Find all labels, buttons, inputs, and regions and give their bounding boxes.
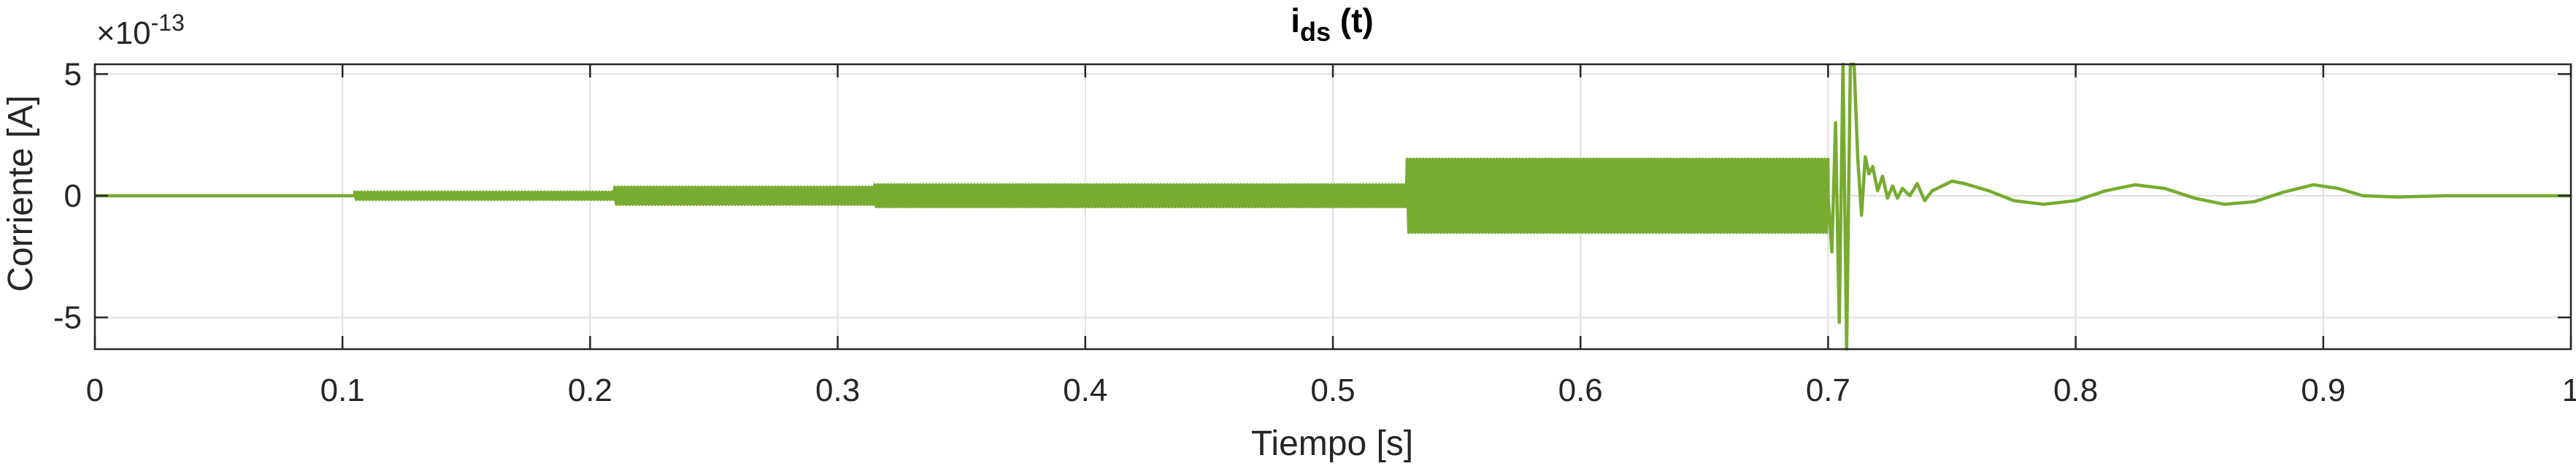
y-axis-label: Corriente [A] bbox=[1, 95, 40, 291]
x-tick-label: 0.6 bbox=[1558, 373, 1603, 408]
chart-title: ids (t) bbox=[1291, 1, 1374, 47]
x-axis-label: Tiempo [s] bbox=[1251, 424, 1413, 463]
x-tick-label: 0.5 bbox=[1310, 373, 1355, 408]
y-tick-label: 5 bbox=[64, 56, 82, 92]
x-tick-label: 0.7 bbox=[1806, 373, 1850, 408]
y-exponent-label: ×10-13 bbox=[96, 9, 185, 51]
x-tick-label: 0.2 bbox=[568, 373, 612, 408]
x-tick-label: 0.1 bbox=[320, 373, 365, 408]
x-tick-label: 0 bbox=[86, 373, 104, 408]
data-series bbox=[95, 62, 2571, 351]
x-tick-label: 0.8 bbox=[2053, 373, 2098, 408]
x-tick-label: 0.4 bbox=[1063, 373, 1107, 408]
axis-ticks: 0 0.1 0.2 0.3 0.4 0.5 0.6 0.7 0.8 0.9 1 5 0 -5 bbox=[53, 56, 2576, 408]
x-tick-label: 0.9 bbox=[2301, 373, 2345, 408]
series-line bbox=[95, 62, 2571, 351]
x-tick-label: 0.3 bbox=[815, 373, 860, 408]
y-tick-label: -5 bbox=[53, 300, 82, 336]
y-tick-label: 0 bbox=[64, 178, 82, 214]
x-tick-label: 1 bbox=[2562, 373, 2576, 408]
